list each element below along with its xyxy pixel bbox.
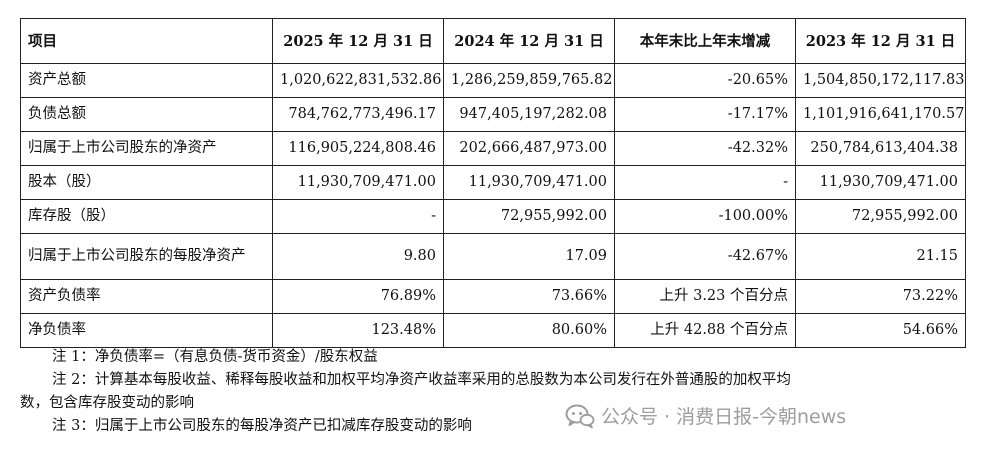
watermark-text: 公众号 · 消费日报-今朝news [601,406,847,428]
cell-2024: 73.66% [443,279,615,314]
row-label: 归属于上市公司股东的净资产 [20,131,273,166]
cell-2024: 947,405,197,282.08 [443,97,615,132]
cell-2025: 784,762,773,496.17 [272,97,444,132]
cell-2025: 9.80 [272,233,444,280]
cell-2025: - [272,199,444,234]
header-item: 项目 [20,18,273,64]
cell-2025: 116,905,224,808.46 [272,131,444,166]
cell-change: -42.67% [614,233,796,280]
cell-2023: 54.66% [795,313,966,348]
cell-2024: 11,930,709,471.00 [443,165,615,200]
row-label: 资产总额 [20,63,273,98]
table-row: 负债总额 784,762,773,496.17 947,405,197,282.… [20,97,966,132]
cell-2025: 11,930,709,471.00 [272,165,444,200]
row-label: 负债总额 [20,97,273,132]
cell-2025: 123.48% [272,313,444,348]
cell-change: -42.32% [614,131,796,166]
cell-change: -17.17% [614,97,796,132]
cell-change: -20.65% [614,63,796,98]
cell-2023: 1,101,916,641,170.57 [795,97,966,132]
table-row: 净负债率 123.48% 80.60% 上升 42.88 个百分点 54.66% [20,313,966,348]
footnote-3: 注 3：归属于上市公司股东的每股净资产已扣减库存股变动的影响 [52,418,472,434]
table-header-row: 项目 2025 年 12 月 31 日 2024 年 12 月 31 日 本年末… [20,18,966,64]
cell-2024: 80.60% [443,313,615,348]
cell-change: 上升 42.88 个百分点 [614,313,796,348]
header-2023: 2023 年 12 月 31 日 [795,18,966,64]
footnote-1: 注 1：净负债率=（有息负债-货币资金）/股东权益 [52,349,378,365]
table-row: 库存股（股） - 72,955,992.00 -100.00% 72,955,9… [20,199,966,234]
cell-2024: 17.09 [443,233,615,280]
footnote-2-line-2: 数，包含库存股变动的影响 [20,395,194,411]
cell-change: - [614,165,796,200]
cell-change: -100.00% [614,199,796,234]
table-row: 归属于上市公司股东的每股净资产 9.80 17.09 -42.67% 21.15 [20,233,966,280]
cell-change: 上升 3.23 个百分点 [614,279,796,314]
row-label: 归属于上市公司股东的每股净资产 [20,233,273,280]
table-row: 资产负债率 76.89% 73.66% 上升 3.23 个百分点 73.22% [20,279,966,314]
cell-2023: 21.15 [795,233,966,280]
row-label: 资产负债率 [20,279,273,314]
cell-2023: 72,955,992.00 [795,199,966,234]
header-2025: 2025 年 12 月 31 日 [272,18,444,64]
footnotes: 注 1：净负债率=（有息负债-货币资金）/股东权益 注 2：计算基本每股收益、稀… [20,346,965,438]
cell-2023: 73.22% [795,279,966,314]
cell-2024: 72,955,992.00 [443,199,615,234]
header-2024: 2024 年 12 月 31 日 [443,18,615,64]
row-label: 股本（股） [20,165,273,200]
cell-2024: 1,286,259,859,765.82 [443,63,615,98]
cell-2023: 11,930,709,471.00 [795,165,966,200]
watermark: 公众号 · 消费日报-今朝news [565,402,846,429]
table-row: 股本（股） 11,930,709,471.00 11,930,709,471.0… [20,165,966,200]
header-change: 本年末比上年末增减 [614,18,796,64]
cell-2024: 202,666,487,973.00 [443,131,615,166]
row-label: 净负债率 [20,313,273,348]
footnote-2-line-1: 注 2：计算基本每股收益、稀释每股收益和加权平均净资产收益率采用的总股数为本公司… [52,372,791,388]
cell-2025: 1,020,622,831,532.86 [272,63,444,98]
cell-2025: 76.89% [272,279,444,314]
cell-2023: 1,504,850,172,117.83 [795,63,966,98]
table-row: 归属于上市公司股东的净资产 116,905,224,808.46 202,666… [20,131,966,166]
table-row: 资产总额 1,020,622,831,532.86 1,286,259,859,… [20,63,966,98]
row-label: 库存股（股） [20,199,273,234]
wechat-official-account-icon [565,404,595,428]
financial-summary-table: 项目 2025 年 12 月 31 日 2024 年 12 月 31 日 本年末… [20,18,966,348]
cell-2023: 250,784,613,404.38 [795,131,966,166]
